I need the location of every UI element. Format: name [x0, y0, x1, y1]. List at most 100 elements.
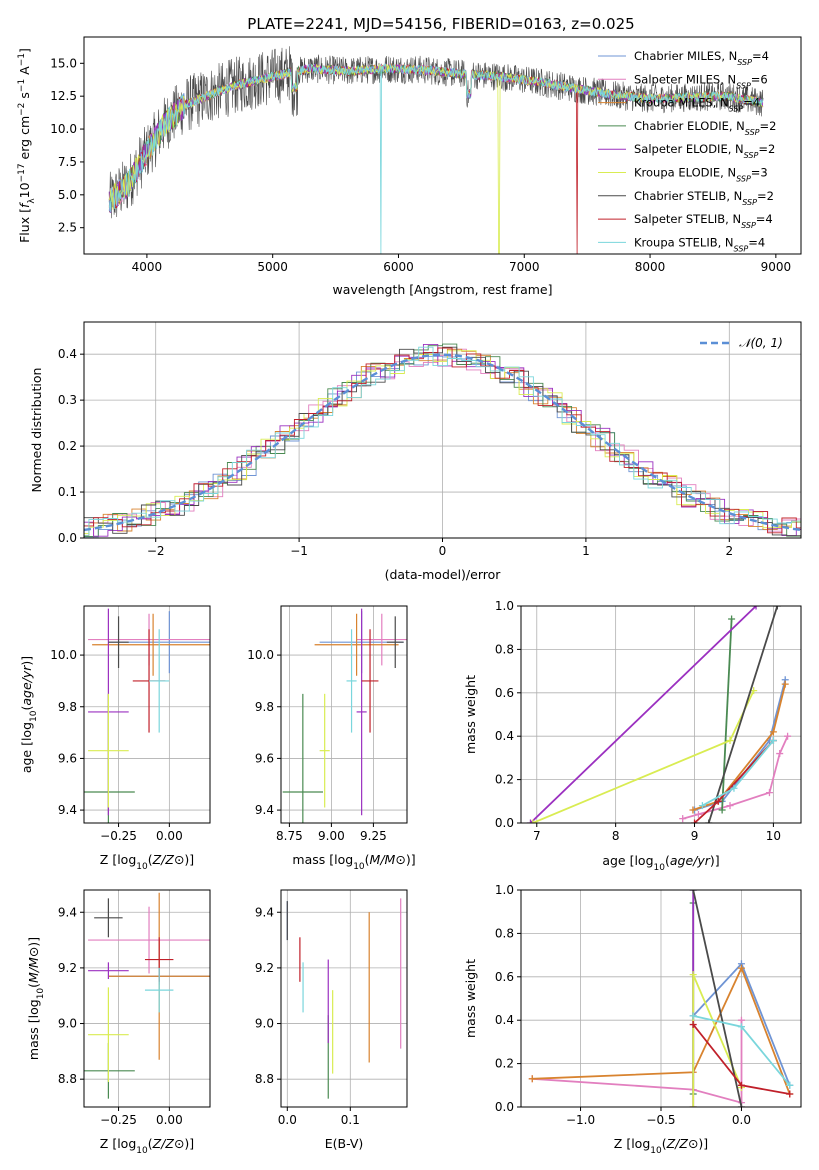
x-tick-label: 9.25: [360, 829, 387, 843]
histogram-salpeter-stelib: [84, 347, 801, 534]
y-tick-label: 0.4: [495, 729, 514, 743]
y-tick-label: 9.4: [58, 905, 77, 919]
plot-age_vs_mass: 8.75 9.00 9.25 9.4 9.6 9.8 10.0 mass [log10(M/M…: [247, 605, 416, 872]
x-tick-label: 9000: [761, 260, 792, 274]
x-tick-label: 0.1: [341, 1113, 360, 1127]
plot-residuals: −2 −1 0 1 2 0.0 0.1 0.2 0.3 0.4 𝒩(0, 1) (data-model…: [29, 321, 802, 582]
axis-label: mass [log10(M/M⊙)]: [26, 937, 46, 1060]
weight-marker: [679, 815, 687, 823]
x-tick-label: 9: [691, 829, 699, 843]
plot-area: [526, 606, 792, 823]
weight-marker: [737, 1016, 745, 1024]
axis-label: E(B-V): [325, 1136, 364, 1151]
x-tick-label: 10: [766, 829, 781, 843]
y-tick-label: 9.4: [255, 905, 274, 919]
weight-marker: [528, 1075, 536, 1083]
axis-label: Z [log10(Z/Z⊙)]: [614, 1136, 708, 1156]
errorbar-salpeter-stelib: [361, 629, 379, 733]
weight-line-chabrier-stelib: [705, 606, 781, 823]
y-tick-label: 15.0: [50, 56, 77, 70]
x-tick-label: 8000: [635, 260, 666, 274]
histogram-kroupa-miles: [84, 348, 801, 537]
y-tick-label: 12.5: [50, 89, 77, 103]
x-tick-label: 4000: [132, 260, 163, 274]
plot-area: [84, 892, 210, 1099]
y-tick-label: 0.6: [495, 686, 514, 700]
x-tick-label: 5000: [257, 260, 288, 274]
weight-line-salpeter-elodie: [526, 606, 760, 823]
weight-line-kroupa-elodie: [689, 971, 745, 1107]
errorbar-salpeter-elodie: [88, 962, 129, 980]
weight-marker: [714, 797, 722, 805]
y-tick-label: 0.4: [495, 1013, 514, 1027]
errorbar-kroupa-stelib: [144, 967, 174, 1013]
weight-line-chabrier-miles: [691, 676, 789, 814]
plot-area: [108, 46, 764, 254]
spectrum-line-kroupa-stelib: [108, 63, 764, 254]
legend-entry-salpeter-stelib: Salpeter STELIB, NSSP=4: [634, 212, 773, 230]
x-tick-label: −0.5: [646, 1113, 675, 1127]
weight-marker: [689, 1021, 697, 1029]
y-tick-label: 0.0: [495, 816, 514, 830]
histogram-kroupa-stelib: [84, 346, 801, 536]
y-tick-label: 5.0: [58, 188, 77, 202]
y-tick-label: 9.2: [58, 961, 77, 975]
y-tick-label: 10.0: [50, 122, 77, 136]
y-tick-label: 8.8: [58, 1072, 77, 1086]
y-tick-label: 0.6: [495, 970, 514, 984]
y-tick-label: 0.2: [495, 1057, 514, 1071]
errorbar-kroupa-miles: [92, 613, 210, 676]
errorbar-chabrier-stelib: [386, 616, 404, 668]
weight-marker: [728, 615, 736, 623]
y-tick-label: 1.0: [495, 599, 514, 613]
y-tick-label: 0.4: [58, 347, 77, 361]
x-tick-label: −1: [290, 544, 308, 558]
weight-marker: [529, 819, 537, 823]
y-tick-label: 9.4: [58, 803, 77, 817]
axis-label: mass [log10(M/M⊙)]: [292, 852, 415, 872]
y-tick-label: 9.0: [58, 1017, 77, 1031]
axis-label: mass weight: [463, 959, 478, 1038]
weight-marker: [737, 964, 745, 972]
plot-area: [282, 608, 407, 823]
histogram-chabrier-elodie: [84, 343, 801, 538]
y-tick-label: 1.0: [495, 883, 514, 897]
legend: Chabrier MILES, NSSP=4 Salpeter MILES, NS…: [598, 49, 776, 253]
x-tick-label: 7: [533, 829, 541, 843]
errorbar-kroupa-elodie: [88, 693, 129, 808]
weight-marker: [769, 728, 777, 736]
axis-label: age [log10(age/yr)]: [19, 656, 39, 773]
errorbar-chabrier-stelib: [94, 898, 123, 938]
weight-marker: [526, 819, 534, 823]
x-tick-label: 8: [612, 829, 620, 843]
y-tick-label: 8.8: [255, 1072, 274, 1086]
y-tick-label: 7.5: [58, 155, 77, 169]
x-tick-label: 8.75: [276, 829, 303, 843]
errorbar-chabrier-miles: [108, 611, 210, 674]
weight-line-kroupa-miles: [689, 680, 789, 814]
plot-area: [84, 343, 801, 538]
x-tick-label: 0: [439, 544, 447, 558]
y-tick-label: 9.0: [255, 1017, 274, 1031]
y-tick-label: 2.5: [58, 221, 77, 235]
errorbar-kroupa-miles: [314, 613, 399, 676]
plot-area: [528, 890, 794, 1107]
legend-entry-salpeter-miles: Salpeter MILES, NSSP=6: [634, 72, 768, 90]
legend-entry-kroupa-miles: Kroupa MILES, NSSP=4: [634, 96, 760, 114]
plot-layer: 4000 5000 6000 7000 8000 90002.55.07.510.012.…: [17, 36, 802, 1156]
weight-marker: [698, 802, 706, 810]
y-tick-label: 9.8: [255, 700, 274, 714]
weight-marker: [691, 819, 699, 823]
weight-marker: [718, 806, 726, 814]
plot-age_vs_Z: −0.25 0.00 9.4 9.6 9.8 10.0 Z [log10(Z/Z⊙)] age…: [19, 605, 211, 872]
weight-marker: [769, 737, 777, 745]
axes-frame: [280, 605, 408, 824]
y-tick-label: 0.8: [495, 926, 514, 940]
legend-entry-kroupa-stelib: Kroupa STELIB, NSSP=4: [634, 235, 765, 253]
axes-frame: [83, 889, 211, 1108]
axis-label: Normed distribution: [29, 368, 44, 493]
weight-marker: [786, 1090, 794, 1098]
x-tick-label: 0.0: [732, 1113, 751, 1127]
weight-marker: [705, 819, 713, 823]
